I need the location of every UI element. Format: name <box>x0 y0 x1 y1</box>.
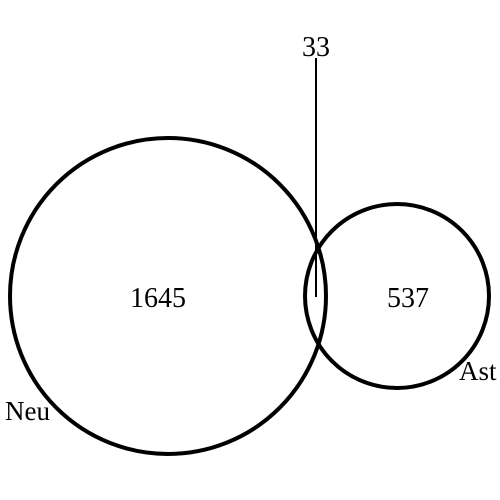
set-circle-ast <box>303 202 491 390</box>
set-circle-neu <box>8 136 328 456</box>
neu-only-count: 1645 <box>130 283 186 314</box>
set-label-neu: Neu <box>5 396 50 426</box>
intersection-count: 33 <box>302 32 330 63</box>
set-label-ast: Ast <box>459 356 497 386</box>
ast-only-count: 537 <box>387 283 429 314</box>
